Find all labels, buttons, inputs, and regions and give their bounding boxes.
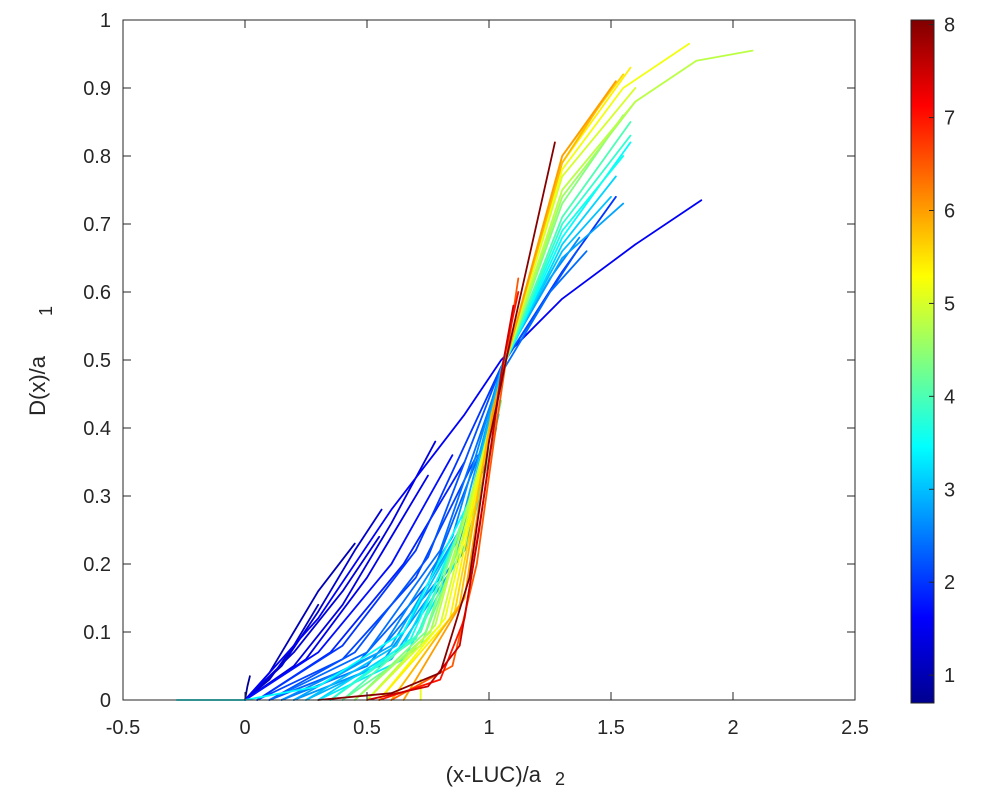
colorbar-tick-label: 3 [944, 479, 955, 501]
axis-labels: (x-LUC)/a 2 D(x)/a 1 [25, 306, 565, 789]
y-tick-label: 0.8 [83, 146, 111, 168]
y-tick-label: 0.7 [83, 214, 111, 236]
axes: -0.5 0 0.5 1 1.5 2 2.5 0 0.1 0.2 0.3 0.4 0.5 0.6 0.7 0.… [83, 10, 869, 739]
y-tick-label: 0 [100, 690, 111, 712]
series-line-4 [244, 535, 381, 701]
x-tick-label: 2.5 [841, 717, 869, 739]
y-tick-label: 0.9 [83, 78, 111, 100]
y-tick-label: 0.1 [83, 622, 111, 644]
series-line-23 [175, 141, 632, 701]
y-axis-label-subscript: 1 [36, 306, 56, 316]
y-tick-label: 0.3 [83, 486, 111, 508]
series-line-13 [268, 440, 485, 701]
series-line-20 [305, 195, 612, 701]
colorbar-tick-label: 8 [944, 15, 955, 37]
x-tick-label: 1.5 [597, 717, 625, 739]
colorbar-tick-label: 5 [944, 293, 955, 315]
y-tick-label: 0.5 [83, 350, 111, 372]
series-line-8 [244, 454, 454, 701]
series-line-0 [244, 675, 251, 701]
y-tick-label: 1 [100, 10, 111, 32]
series-line-30 [366, 49, 754, 701]
colorbar-tick-label: 6 [944, 200, 955, 222]
colorbar-gradient [910, 19, 935, 704]
series-line-40 [366, 304, 515, 701]
x-tick-label: 0.5 [353, 717, 381, 739]
x-axis-label-subscript: 2 [555, 769, 565, 789]
colorbar: 1 2 3 4 5 6 7 8 [910, 15, 955, 704]
colorbar-tick-label: 7 [944, 108, 955, 130]
y-axis-label: D(x)/a [25, 355, 50, 416]
y-tick-label: 0.4 [83, 418, 111, 440]
series-line-18 [292, 202, 625, 701]
x-tick-label: -0.5 [106, 717, 140, 739]
series-line-41 [317, 141, 556, 701]
series-line-38 [390, 277, 520, 701]
x-tick-label: 1 [483, 717, 494, 739]
series-line-7 [244, 199, 703, 701]
colorbar-tick-label: 1 [944, 665, 955, 687]
y-tick-label: 0.6 [83, 282, 111, 304]
series-line-11 [256, 454, 478, 701]
plot-area [175, 42, 754, 701]
x-axis-label: (x-LUC)/a [446, 762, 542, 787]
x-tick-label: 2 [727, 717, 738, 739]
series-line-14 [268, 250, 588, 701]
series-line-12 [268, 250, 578, 701]
y-tick-label: 0.2 [83, 554, 111, 576]
x-tick-label: 0 [239, 717, 250, 739]
colorbar-tick-label: 4 [944, 386, 955, 408]
colorbar-tick-label: 2 [944, 572, 955, 594]
